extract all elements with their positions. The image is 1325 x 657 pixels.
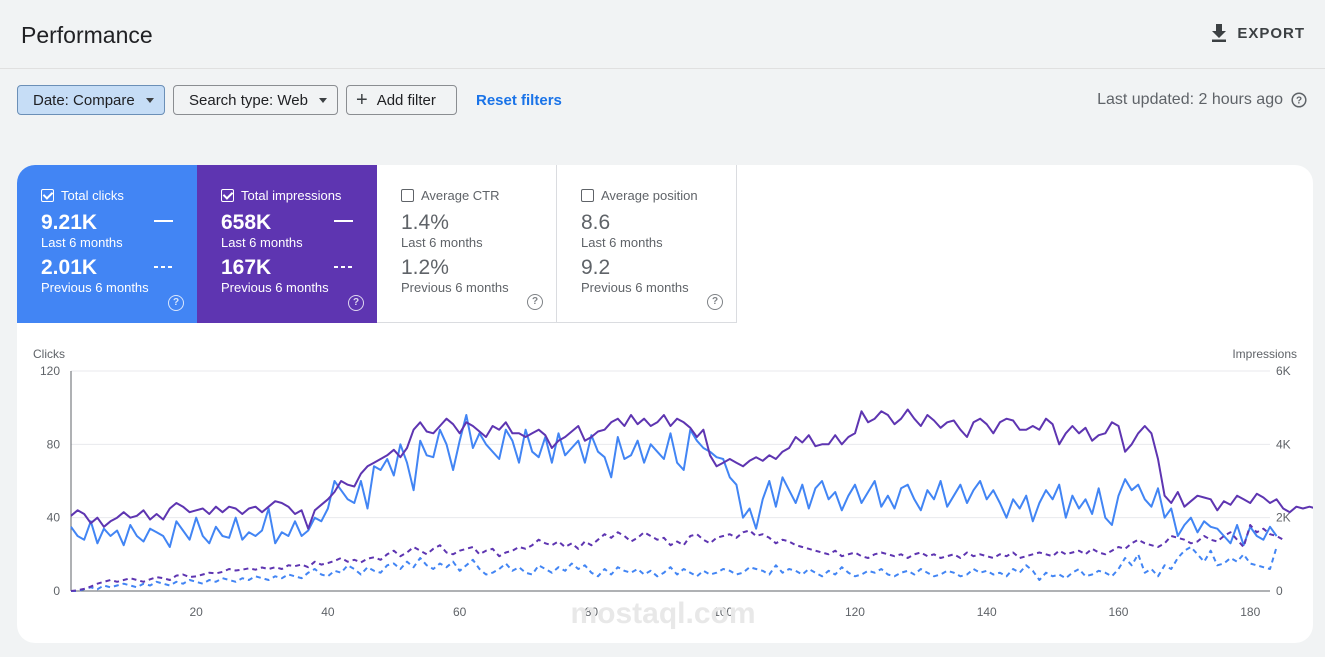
metric-value: 658K	[221, 211, 272, 234]
add-filter-button[interactable]: + Add filter	[346, 85, 457, 115]
metric-label: Total impressions	[241, 188, 342, 203]
metric-prev-period: Previous 6 months	[401, 280, 509, 295]
date-filter-label: Date: Compare	[33, 91, 135, 109]
metric-average-ctr[interactable]: Average CTR 1.4% Last 6 months 1.2% Prev…	[377, 165, 557, 323]
metric-total-impressions[interactable]: Total impressions 658K Last 6 months 167…	[197, 165, 377, 323]
x-tick: 160	[1108, 605, 1128, 619]
metric-prev-period: Previous 6 months	[41, 280, 149, 295]
date-filter-chip[interactable]: Date: Compare	[17, 85, 165, 115]
dashed-line-legend-icon	[154, 266, 173, 268]
x-tick: 20	[189, 605, 203, 619]
metric-prev-period: Previous 6 months	[581, 280, 689, 295]
metric-prev-value: 2.01K	[41, 256, 98, 279]
x-tick: 40	[321, 605, 335, 619]
metric-period: Last 6 months	[41, 235, 123, 250]
metric-average-position[interactable]: Average position 8.6 Last 6 months 9.2 P…	[557, 165, 737, 323]
export-button[interactable]: EXPORT	[1211, 24, 1305, 42]
y-tick-right: 0	[1276, 584, 1283, 598]
x-tick: 80	[585, 605, 599, 619]
metric-prev-value: 9.2	[581, 256, 611, 279]
filter-bar: Date: Compare Search type: Web + Add fil…	[0, 84, 1325, 118]
y-axis-left-title: Clicks	[33, 347, 65, 361]
series-line	[70, 408, 1313, 530]
x-tick: 60	[453, 605, 467, 619]
header: Performance EXPORT	[0, 0, 1325, 69]
metric-value: 1.4%	[401, 211, 449, 234]
metric-period: Last 6 months	[221, 235, 303, 250]
chart-grid	[70, 370, 1270, 592]
last-updated: Last updated: 2 hours ago ?	[1097, 91, 1307, 109]
metric-label: Average position	[601, 188, 698, 203]
dropdown-caret-icon	[146, 98, 154, 103]
metric-prev-period: Previous 6 months	[221, 280, 329, 295]
metric-period: Last 6 months	[401, 235, 483, 250]
search-type-label: Search type: Web	[189, 91, 308, 109]
help-icon[interactable]: ?	[1291, 92, 1307, 108]
y-tick-right: 4K	[1276, 437, 1291, 451]
x-tick: 100	[713, 605, 733, 619]
x-tick: 140	[977, 605, 997, 619]
y-tick-right: 2K	[1276, 511, 1291, 525]
dashed-line-legend-icon	[334, 266, 353, 268]
series-line	[70, 524, 1284, 592]
help-icon[interactable]: ?	[348, 295, 364, 311]
dropdown-caret-icon	[319, 98, 327, 103]
add-filter-label: Add filter	[376, 91, 436, 109]
metric-prev-value: 167K	[221, 256, 272, 279]
y-tick-left: 80	[47, 437, 61, 451]
performance-line-chart[interactable]: Clicks Impressions 0 0 40 2K 80 4K 120 6K 20 40 60 80…	[17, 340, 1313, 640]
checkbox-unchecked-icon[interactable]	[401, 189, 414, 202]
reset-filters-link[interactable]: Reset filters	[476, 92, 562, 109]
series-line	[70, 414, 1278, 548]
solid-line-legend-icon	[154, 220, 173, 222]
metric-label: Average CTR	[421, 188, 500, 203]
y-axis-right-title: Impressions	[1232, 347, 1297, 361]
checkbox-unchecked-icon[interactable]	[581, 189, 594, 202]
metric-prev-value: 1.2%	[401, 256, 449, 279]
help-icon[interactable]: ?	[527, 294, 543, 310]
search-type-chip[interactable]: Search type: Web	[173, 85, 338, 115]
y-tick-left: 120	[40, 364, 60, 378]
svg-text:?: ?	[1296, 96, 1302, 107]
series-line	[71, 546, 1278, 592]
solid-line-legend-icon	[334, 220, 353, 222]
help-icon[interactable]: ?	[168, 295, 184, 311]
y-tick-left: 0	[53, 584, 60, 598]
watermark-text: mostaql.com	[570, 597, 755, 630]
metric-value: 9.21K	[41, 211, 98, 234]
export-label: EXPORT	[1237, 24, 1305, 42]
download-icon	[1212, 24, 1227, 42]
metric-value: 8.6	[581, 211, 611, 234]
performance-card: Total clicks 9.21K Last 6 months 2.01K P…	[17, 165, 1313, 643]
chart-lines	[70, 408, 1313, 592]
y-tick-left: 40	[47, 511, 61, 525]
y-tick-right: 6K	[1276, 364, 1291, 378]
help-icon[interactable]: ?	[707, 294, 723, 310]
metric-label: Total clicks	[61, 188, 124, 203]
metric-period: Last 6 months	[581, 235, 663, 250]
x-tick: 120	[845, 605, 865, 619]
chart-ticks: Clicks Impressions 0 0 40 2K 80 4K 120 6K 20 40 60 80…	[33, 347, 1297, 619]
last-updated-text: Last updated: 2 hours ago	[1097, 91, 1283, 108]
checkbox-checked-icon[interactable]	[221, 189, 234, 202]
x-tick: 180	[1240, 605, 1260, 619]
checkbox-checked-icon[interactable]	[41, 189, 54, 202]
metric-total-clicks[interactable]: Total clicks 9.21K Last 6 months 2.01K P…	[17, 165, 197, 323]
page-title: Performance	[21, 22, 153, 48]
plus-icon: +	[356, 89, 368, 111]
